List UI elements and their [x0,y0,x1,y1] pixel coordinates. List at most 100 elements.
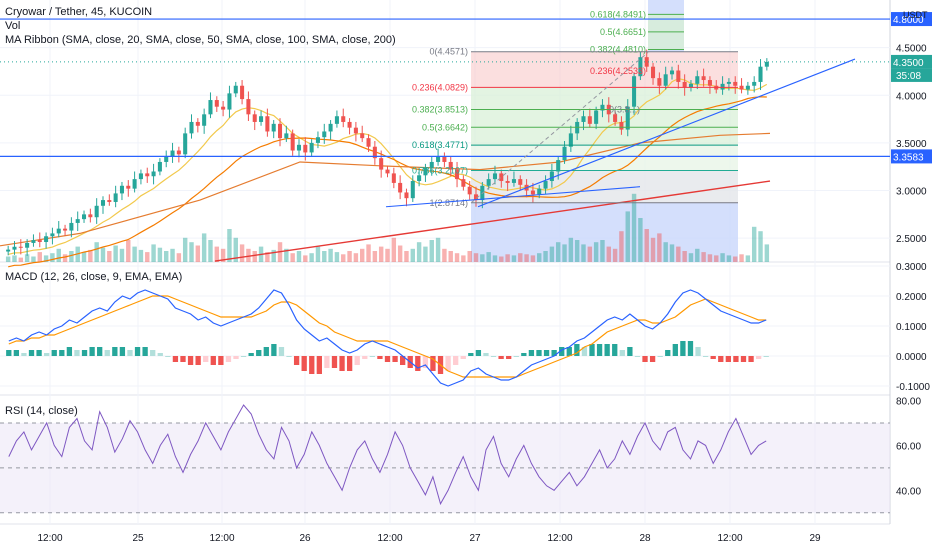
candle-body [385,169,390,174]
macd-histogram-bar [513,356,519,357]
candle-body [227,93,232,110]
candle-body [113,193,118,202]
volume-bar [480,254,485,262]
candle-body [429,161,434,168]
volume-bar [201,233,207,262]
candle-body [233,85,238,94]
volume-bar [549,246,555,262]
time-tick-label: 12:00 [547,533,572,544]
volume-bar [435,237,441,262]
candle-body [341,116,346,122]
macd-histogram-bar [521,353,527,356]
candle-body [391,173,396,183]
macd-histogram-bar [142,347,148,356]
macd-histogram-bar [74,350,80,356]
price-tick-label: 3.0000 [896,187,927,198]
macd-histogram-bar [28,350,35,356]
macd-histogram-bar [316,356,322,374]
rsi-legend[interactable]: RSI (14, close) [5,405,78,417]
volume-bar [562,244,567,262]
volume-bar [726,255,732,262]
volume-bar [581,244,586,262]
last-price-tag-bg [891,54,932,69]
macd-histogram-bar [331,356,338,368]
drawings[interactable]: 0.618(4.8491) 0.5(4.6651) 0.382(4.4810) 0(4… [0,9,890,208]
volume-bar [701,252,706,262]
candle-body [284,133,289,139]
macd-histogram-bar [309,356,315,374]
candle-body [107,200,112,202]
candle-body [265,116,270,132]
macd-histogram-bar [445,356,451,371]
candle-body [176,150,181,155]
volume-bar [347,251,352,262]
candle-body [6,249,11,252]
fib-level-label: 0(3.8...) [609,105,640,115]
volume-bar [24,254,30,262]
volume-bar [18,257,24,262]
candle-body [486,179,491,186]
candle-body [75,219,80,223]
volume-bar [372,251,378,262]
macd-histogram-bar [543,350,550,356]
macd-histogram-bar [657,356,663,357]
candle-body [132,179,137,189]
volume-bar [663,242,668,262]
macd-histogram-bar [36,350,42,356]
volume-bar [739,254,744,262]
macd-legend[interactable]: MACD (12, 26, close, 9, EMA, EMA) [5,271,183,283]
volume-legend[interactable]: Vol [5,20,21,32]
rsi-tick-label: 80.00 [896,396,921,407]
macd-histogram-bar [112,347,118,356]
fib-level-label: 0.618(4.8491) [590,9,646,19]
rsi-line [8,404,767,506]
volume-bar [619,231,624,262]
rsi-pane [0,404,890,514]
volume-bar [530,255,536,262]
candle-body [752,81,757,86]
macd-histogram-bar [248,353,254,356]
macd-tick-label: 0.3000 [896,262,927,273]
date-range-zone [471,202,738,262]
macd-histogram-bar [748,356,754,362]
candle-body [499,173,504,182]
volume-bar [600,240,605,262]
candle-body [183,133,188,155]
macd-histogram-bar [13,350,20,356]
volume-bar [214,246,220,262]
symbol-title[interactable]: Cryowar / Tether, 45, KUCOIN [5,6,153,18]
macd-histogram-bar [339,356,345,371]
volume-bar [733,256,738,262]
volume-bar [676,246,681,262]
candle-body [240,85,245,100]
volume-bar [682,251,687,262]
time-tick-label: 28 [639,533,651,544]
volume-bar [341,254,346,262]
candles [6,49,769,256]
macd-histogram-bar [718,356,724,362]
candle-body [334,116,339,124]
volume-bar [113,245,118,262]
candle-body [126,185,131,189]
volume-bar [442,248,447,262]
volume-bar [284,248,289,262]
macd-histogram-bar [581,347,588,356]
volume-bar [695,248,700,262]
volume-bar [467,251,472,262]
ma-ribbon-legend[interactable]: MA Ribbon (SMA, close, 20, SMA, close, 5… [5,34,396,46]
candle-body [707,80,712,86]
fib-zone [471,170,738,203]
fib-level-label: 0.382(3.8513) [412,104,468,114]
macd-histogram-bar [490,356,497,357]
candle-body [568,133,573,147]
macd-histogram-bar [672,344,678,356]
price-tick-label: 3.5000 [896,139,927,150]
volume-bar [720,253,725,262]
macd-histogram-bar [172,356,179,362]
candle-body [688,83,693,88]
volume-bar [151,244,156,262]
price-tick-label: 2.5000 [896,234,927,245]
volume-bar [31,256,36,262]
volume-bar [707,254,713,262]
